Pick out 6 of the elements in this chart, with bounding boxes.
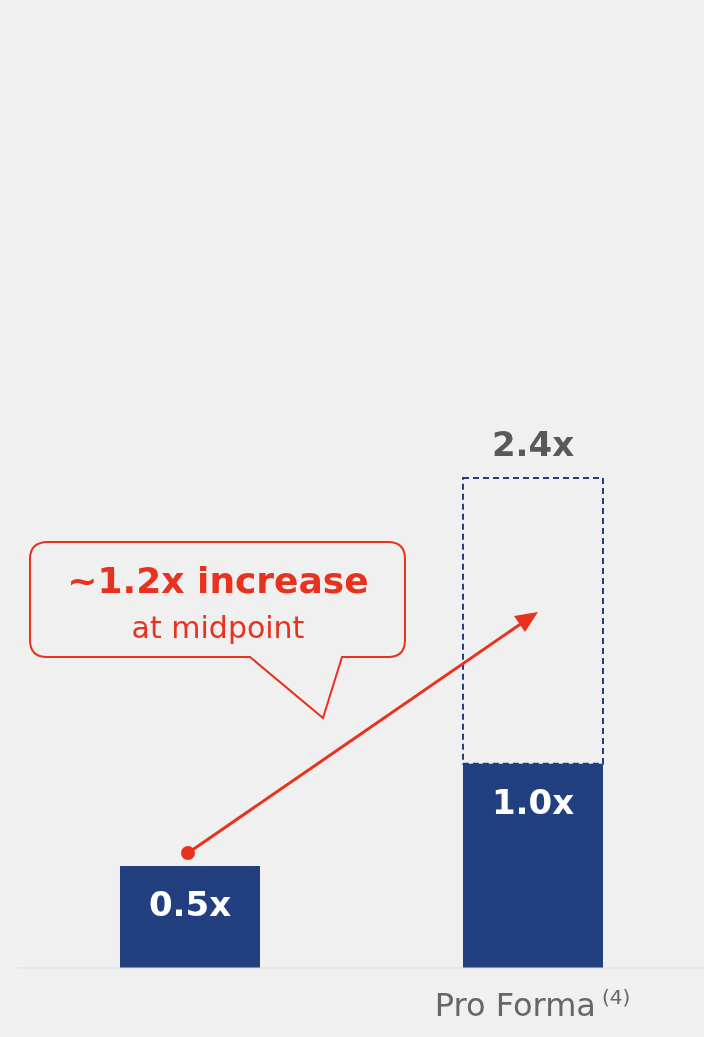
annotation: ~1.2x increase bbox=[67, 560, 369, 601]
data-label: 0.5x bbox=[148, 883, 232, 924]
x-tick-label: Pro Forma$^{(4)}$ bbox=[434, 985, 631, 1024]
data-label: 1.0x bbox=[491, 781, 575, 822]
annotation: at midpoint bbox=[131, 610, 305, 645]
total-label: 2.4x bbox=[491, 424, 575, 464]
